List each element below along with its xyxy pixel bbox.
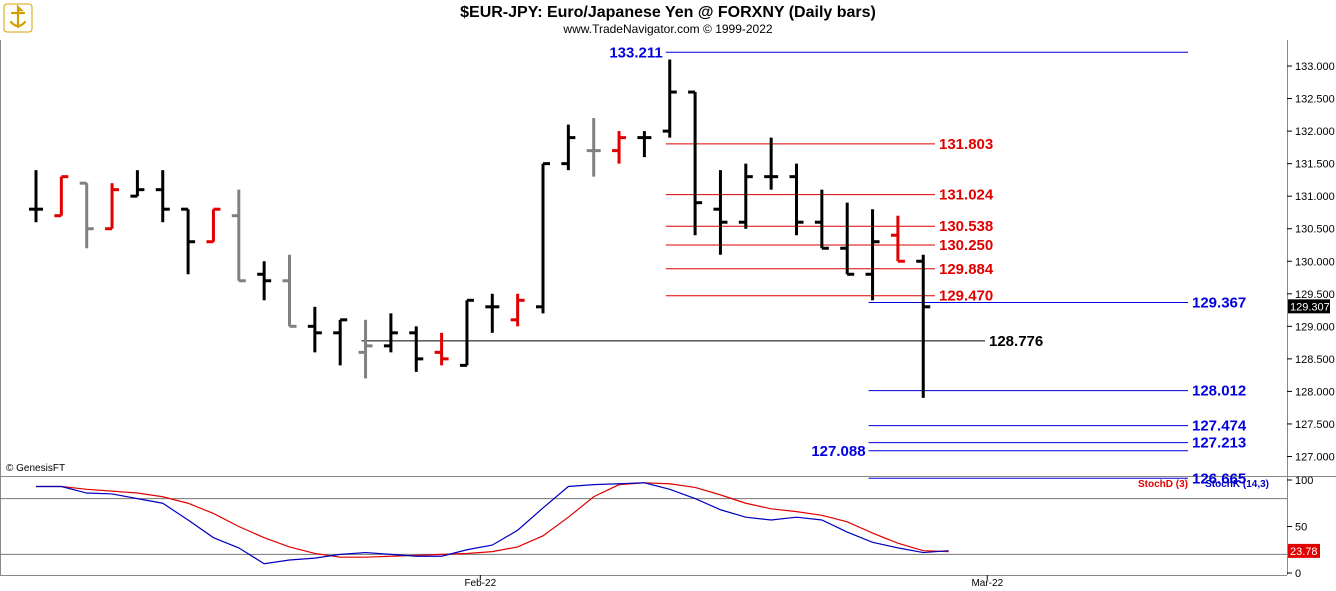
ohlc-bar [536, 162, 550, 314]
ohlc-bar [485, 293, 500, 333]
level-label: 131.803 [939, 136, 993, 153]
ohlc-bar [814, 189, 829, 250]
level-label: 128.012 [1192, 383, 1246, 400]
level-label: 127.474 [1192, 418, 1247, 435]
ohlc-bar [738, 163, 753, 229]
ohlc-bar [333, 318, 348, 366]
ohlc-bar [257, 261, 272, 301]
ohlc-bar [54, 175, 69, 218]
ohlc-bar [637, 131, 652, 158]
time-tick-label: Mar-22 [971, 578, 1003, 589]
genesis-credit: © GenesisFT [6, 463, 65, 474]
chart-subtitle: www.TradeNavigator.com © 1999-2022 [562, 22, 772, 36]
price-tick-label: 130.500 [1295, 224, 1335, 236]
stochastic-panel: 100 50 0 StochD (3) StochK (14,3) 23.78 [0, 475, 1320, 580]
ohlc-bar [105, 183, 120, 231]
price-tick-label: 127.000 [1295, 451, 1335, 463]
price-axis: 127.000 127.500 128.000 128.500 129.000 129.5… [1287, 61, 1335, 463]
ohlc-bar [840, 202, 855, 276]
legend-stoch-d: StochD (3) [1138, 479, 1188, 490]
ohlc-bar [789, 163, 804, 236]
stoch-tick-label: 0 [1295, 568, 1301, 580]
ohlc-bar [181, 207, 196, 275]
ohlc-bar [307, 306, 322, 353]
ohlc-bar [510, 293, 525, 327]
level-label: 129.884 [939, 261, 994, 278]
ohlc-bar [79, 181, 94, 249]
price-tick-label: 128.000 [1295, 386, 1335, 398]
stoch-tick-label: 50 [1295, 522, 1307, 534]
ohlc-bars [29, 59, 931, 398]
legend-stoch-k: StochK (14,3) [1205, 479, 1269, 490]
ohlc-bar [155, 170, 170, 223]
level-label: 130.250 [939, 237, 993, 254]
ohlc-bar [282, 254, 297, 328]
stoch-series-line [36, 482, 949, 565]
price-tick-label: 130.000 [1295, 256, 1335, 268]
ohlc-bar [916, 254, 931, 398]
ohlc-bar [231, 189, 246, 283]
level-lines: 133.211 131.803 131.024 130.538 130.250 129.8… [361, 44, 1247, 487]
stoch-tick-label: 100 [1295, 475, 1313, 487]
last-price-value: 129.307 [1290, 301, 1330, 313]
price-tick-label: 129.000 [1295, 321, 1335, 333]
level-label: 131.024 [939, 187, 994, 204]
ohlc-bar [434, 332, 449, 366]
chart-title: $EUR-JPY: Euro/Japanese Yen @ FORXNY (Da… [460, 4, 876, 21]
ohlc-bar [358, 319, 373, 379]
ohlc-bar [688, 90, 703, 236]
ohlc-bar [890, 215, 905, 263]
time-axis: Feb-22 Mar-22 [464, 575, 1004, 589]
ohlc-bar [612, 131, 627, 164]
ohlc-bar [764, 137, 779, 190]
price-tick-label: 131.500 [1295, 159, 1335, 171]
trade-navigator-logo-icon [3, 3, 33, 33]
level-label: 130.538 [939, 218, 993, 235]
level-label: 127.213 [1192, 435, 1246, 452]
ohlc-bar [662, 59, 677, 138]
ohlc-bar [206, 207, 221, 244]
price-tick-label: 129.500 [1295, 289, 1335, 301]
level-label: 128.776 [989, 333, 1043, 350]
price-tick-label: 132.500 [1295, 94, 1335, 106]
ohlc-bar [865, 209, 880, 301]
ohlc-bar [130, 170, 145, 198]
level-label: 129.367 [1192, 294, 1246, 311]
ohlc-bar [561, 124, 576, 171]
price-tick-label: 132.000 [1295, 126, 1335, 138]
ohlc-bar [459, 298, 474, 367]
ohlc-bar [409, 326, 424, 372]
stoch-last-badge [1288, 543, 1320, 558]
ohlc-bar [383, 313, 398, 353]
ohlc-bar [29, 170, 43, 223]
price-tick-label: 128.500 [1295, 354, 1335, 366]
level-label: 129.470 [939, 288, 993, 305]
level-label: 127.088 [811, 443, 865, 460]
stoch-series-line [36, 482, 949, 558]
ohlc-bar [586, 118, 601, 177]
ohlc-bar [713, 170, 728, 255]
price-tick-label: 131.000 [1295, 191, 1335, 203]
last-price-badge [1288, 299, 1330, 314]
price-tick-label: 133.000 [1295, 61, 1335, 73]
time-tick-label: Feb-22 [464, 578, 496, 589]
level-label: 133.211 [609, 44, 662, 61]
level-label: 126.665 [1192, 470, 1246, 487]
stoch-last-value: 23.78 [1290, 546, 1318, 558]
price-tick-label: 127.500 [1295, 419, 1335, 431]
